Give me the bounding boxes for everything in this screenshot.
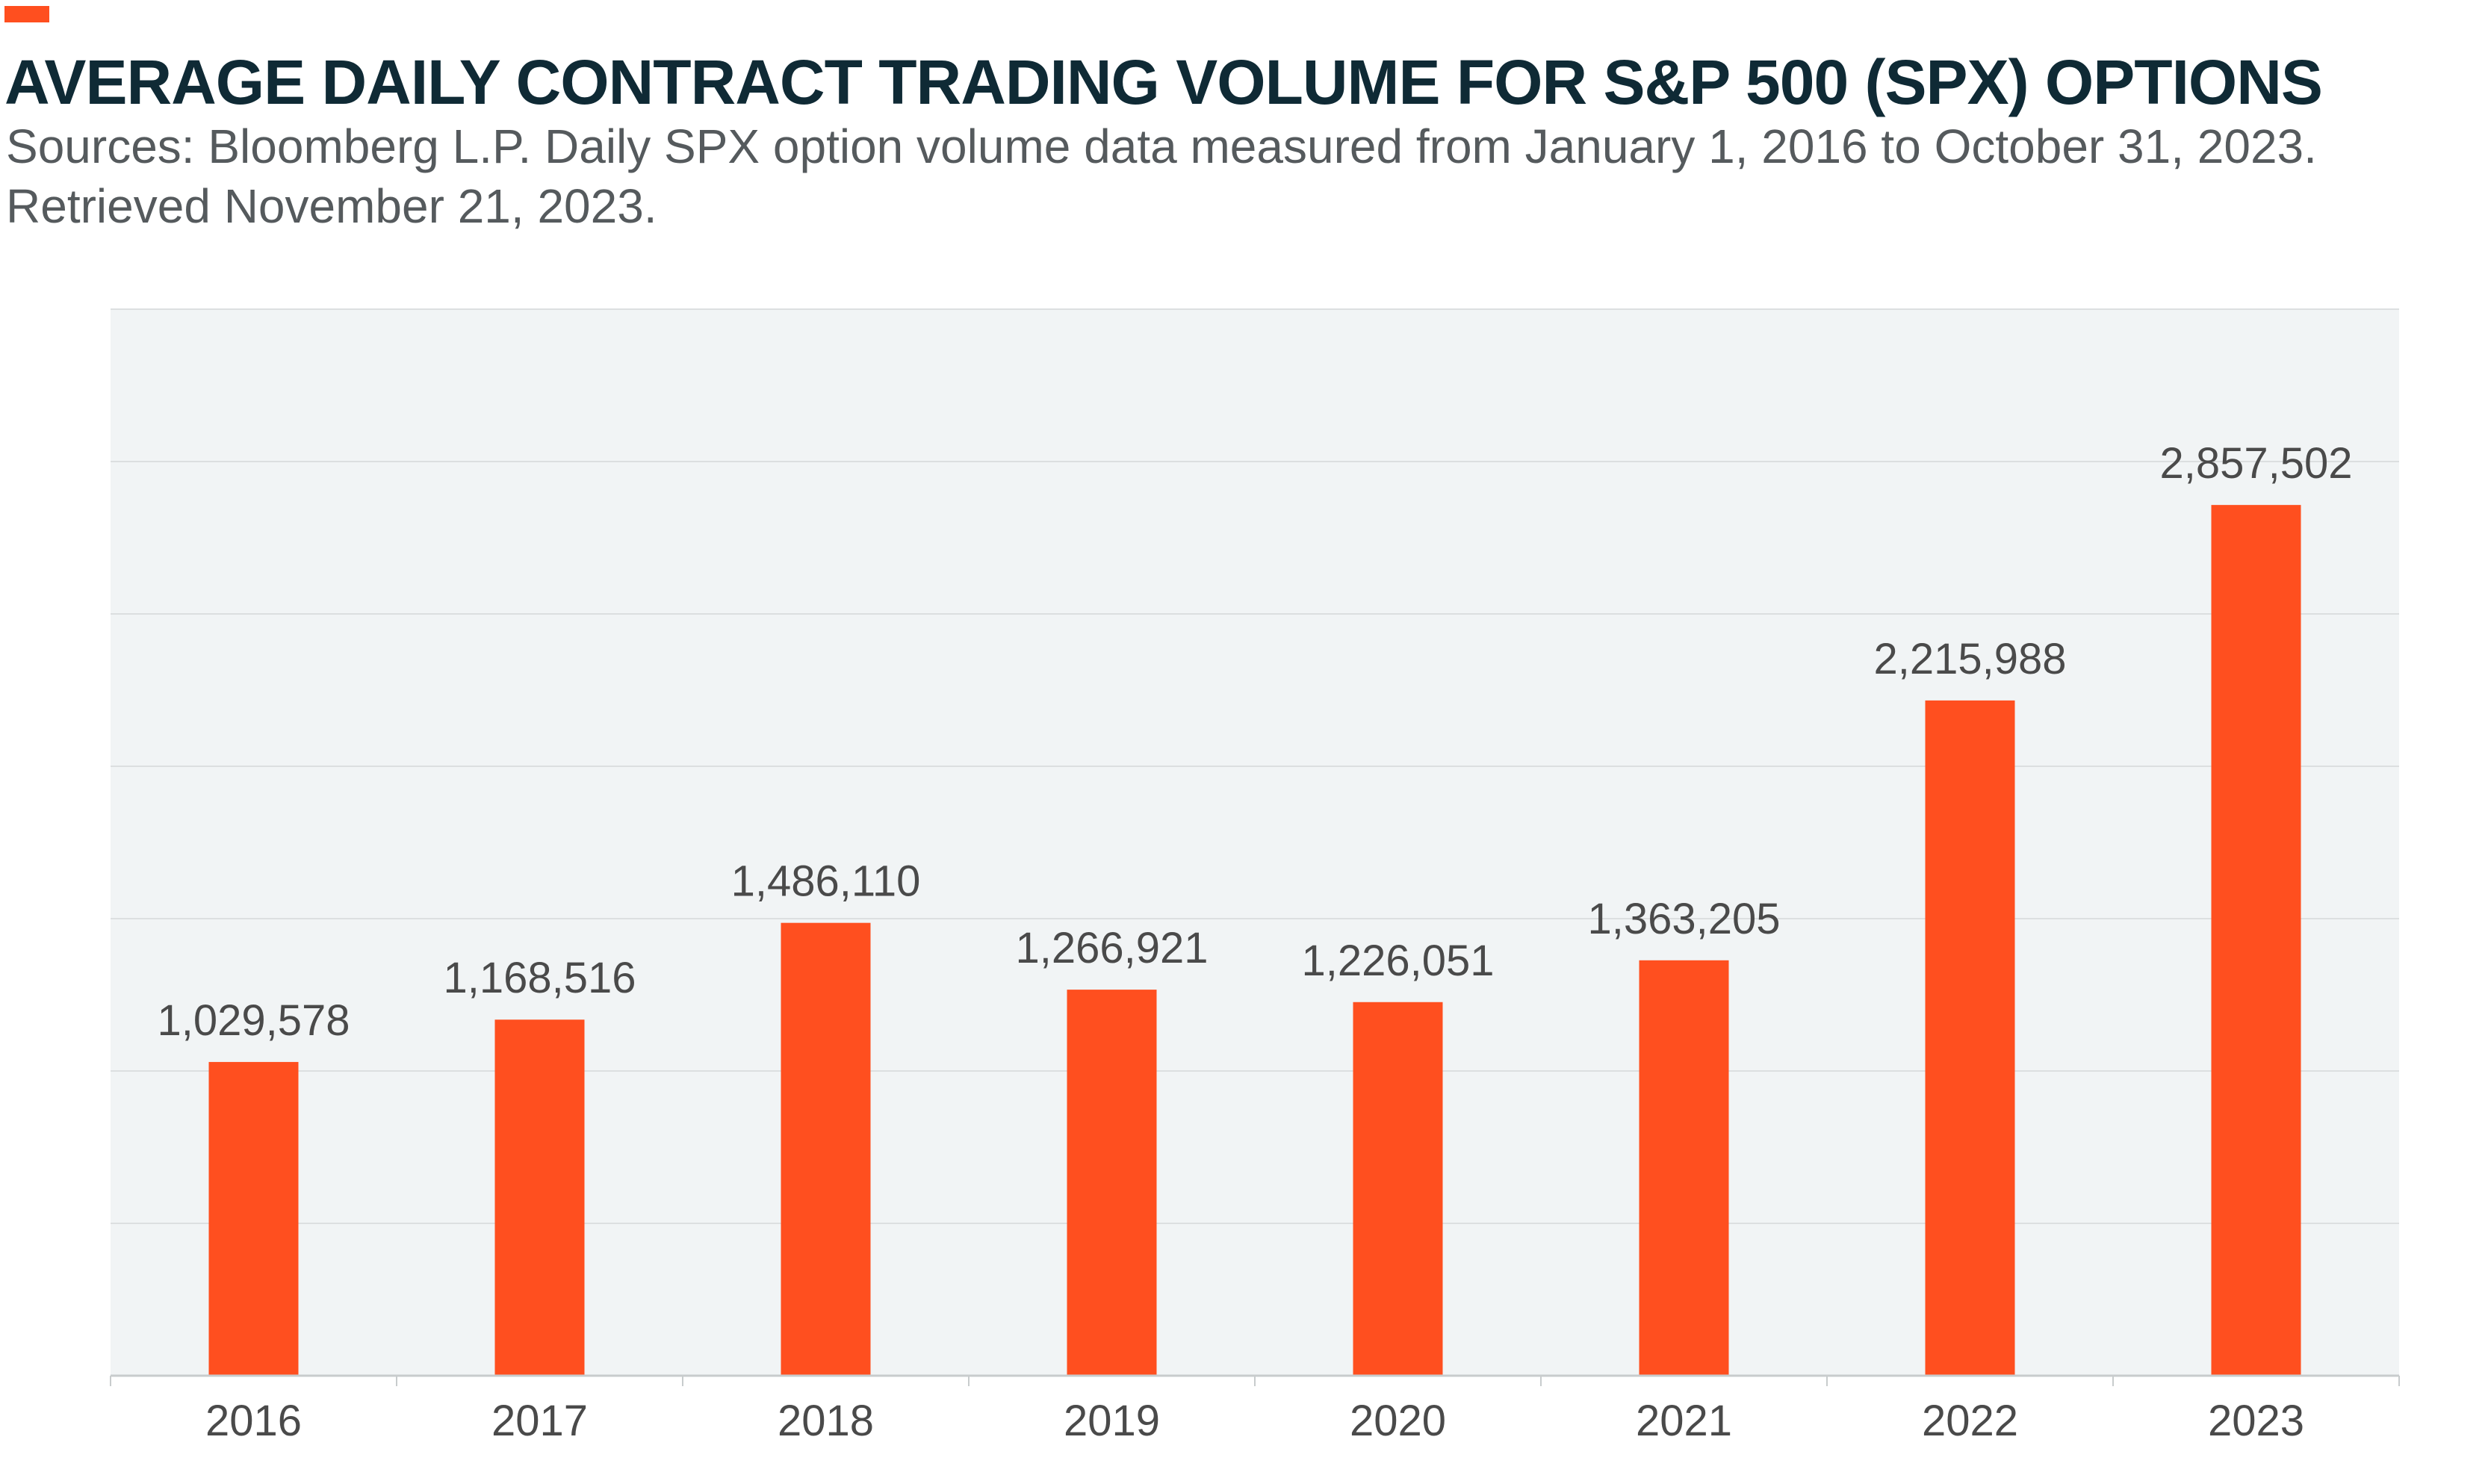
gridlines xyxy=(111,308,2399,1224)
bar-2020 xyxy=(1353,1002,1443,1376)
bar-2016 xyxy=(208,1061,299,1376)
x-tick-label-2020: 2020 xyxy=(1350,1397,1446,1445)
data-label-2018: 1,486,110 xyxy=(731,857,921,906)
x-axis-labels: 2016 2017 2018 2019 2020 2021 2022 2023 xyxy=(205,1397,2304,1445)
x-tick-label-2022: 2022 xyxy=(1922,1397,2018,1445)
data-label-2017: 1,168,516 xyxy=(443,954,636,1002)
data-label-2021: 1,363,205 xyxy=(1587,895,1780,943)
x-tick-label-2016: 2016 xyxy=(205,1397,302,1445)
data-label-2022: 2,215,988 xyxy=(1873,635,2066,683)
x-tick-label-2019: 2019 xyxy=(1064,1397,1160,1445)
bar-2019 xyxy=(1067,990,1157,1376)
data-label-2016: 1,029,578 xyxy=(157,996,350,1045)
bars xyxy=(208,505,2301,1376)
accent-bar xyxy=(4,6,49,22)
chart-title: AVERAGE DAILY CONTRACT TRADING VOLUME FO… xyxy=(4,47,2323,117)
x-axis-ticks xyxy=(110,1376,2400,1386)
bar-2022 xyxy=(1925,700,2015,1376)
data-label-2020: 1,226,051 xyxy=(1301,937,1494,985)
bar-2018 xyxy=(781,922,871,1376)
chart-subtitle: Sources: Bloomberg L.P. Daily SPX option… xyxy=(6,117,2396,236)
x-tick-label-2017: 2017 xyxy=(491,1397,588,1445)
subtitle-line-2: Retrieved November 21, 2023. xyxy=(6,179,657,233)
bar-2023 xyxy=(2211,505,2301,1376)
x-tick-label-2018: 2018 xyxy=(778,1397,874,1445)
x-tick-label-2023: 2023 xyxy=(2208,1397,2304,1445)
bar-2017 xyxy=(494,1019,585,1376)
data-labels: 1,029,578 1,168,516 1,486,110 1,266,921 1,22… xyxy=(157,439,2352,1045)
data-label-2019: 1,266,921 xyxy=(1015,924,1208,972)
subtitle-line-1: Sources: Bloomberg L.P. Daily SPX option… xyxy=(6,119,2317,173)
x-tick-label-2021: 2021 xyxy=(1636,1397,1732,1445)
bar-2021 xyxy=(1639,960,1729,1376)
plot-background xyxy=(111,309,2399,1376)
data-label-2023: 2,857,502 xyxy=(2159,439,2352,488)
